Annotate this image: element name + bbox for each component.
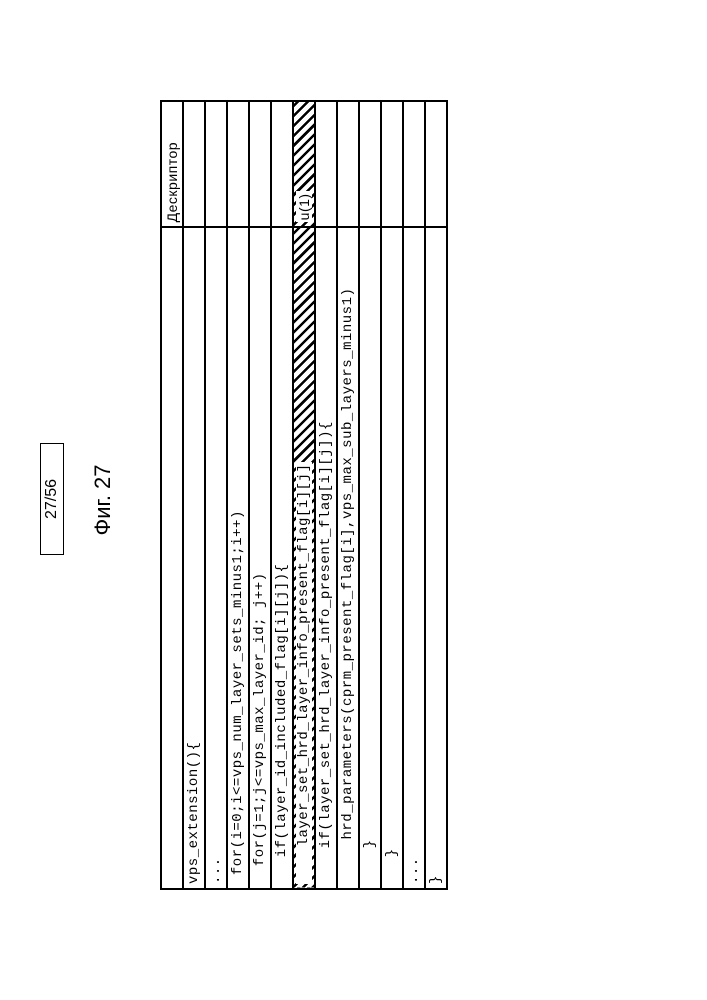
descriptor-cell [249,101,271,227]
page-number-box: 27/56 [40,443,64,555]
descriptor-cell [271,101,293,227]
table-row: layer_set_hrd_layer_info_present_flag[i]… [293,101,315,889]
code-cell: } [381,227,403,889]
descriptor-cell [359,101,381,227]
header-descriptor: Дескриптор [161,101,183,227]
code-cell: for(i=0;i<=vps_num_layer_sets_minus1;i++… [227,227,249,889]
code-cell: if(layer_set_hrd_layer_info_present_flag… [315,227,337,889]
descriptor-cell [183,101,205,227]
syntax-table: Дескриптор vps_extension(){... for(i=0;i… [160,100,448,890]
code-cell: ... [403,227,425,889]
descriptor-cell [403,101,425,227]
table-row: for(j=1;j<=vps_max_layer_id; j++) [249,101,271,889]
table-row: vps_extension(){ [183,101,205,889]
table-header-row: Дескриптор [161,101,183,889]
table-row: } [425,101,447,889]
table-row: hrd_parameters(cprm_present_flag[i],vps_… [337,101,359,889]
table-row: for(i=0;i<=vps_num_layer_sets_minus1;i++… [227,101,249,889]
code-cell: if(layer_id_included_flag[i][j]){ [271,227,293,889]
descriptor-cell: u(1) [293,101,315,227]
code-cell: } [425,227,447,889]
figure-label: Фиг. 27 [90,0,116,1000]
code-cell: for(j=1;j<=vps_max_layer_id; j++) [249,227,271,889]
table-row: if(layer_id_included_flag[i][j]){ [271,101,293,889]
code-text: layer_set_hrd_layer_info_present_flag[i]… [296,462,312,884]
descriptor-cell [425,101,447,227]
table-row: ... [403,101,425,889]
code-cell: hrd_parameters(cprm_present_flag[i],vps_… [337,227,359,889]
descriptor-cell [205,101,227,227]
table-row: ... [205,101,227,889]
descriptor-text: u(1) [296,191,312,222]
descriptor-cell [381,101,403,227]
header-empty [161,227,183,889]
descriptor-cell [315,101,337,227]
code-cell: ... [205,227,227,889]
code-cell: } [359,227,381,889]
descriptor-cell [227,101,249,227]
code-cell: layer_set_hrd_layer_info_present_flag[i]… [293,227,315,889]
page-number: 27/56 [43,479,60,519]
table-row: } [359,101,381,889]
descriptor-cell [337,101,359,227]
table-row: if(layer_set_hrd_layer_info_present_flag… [315,101,337,889]
table-row: } [381,101,403,889]
code-cell: vps_extension(){ [183,227,205,889]
figure-label-text: Фиг. 27 [90,464,115,535]
